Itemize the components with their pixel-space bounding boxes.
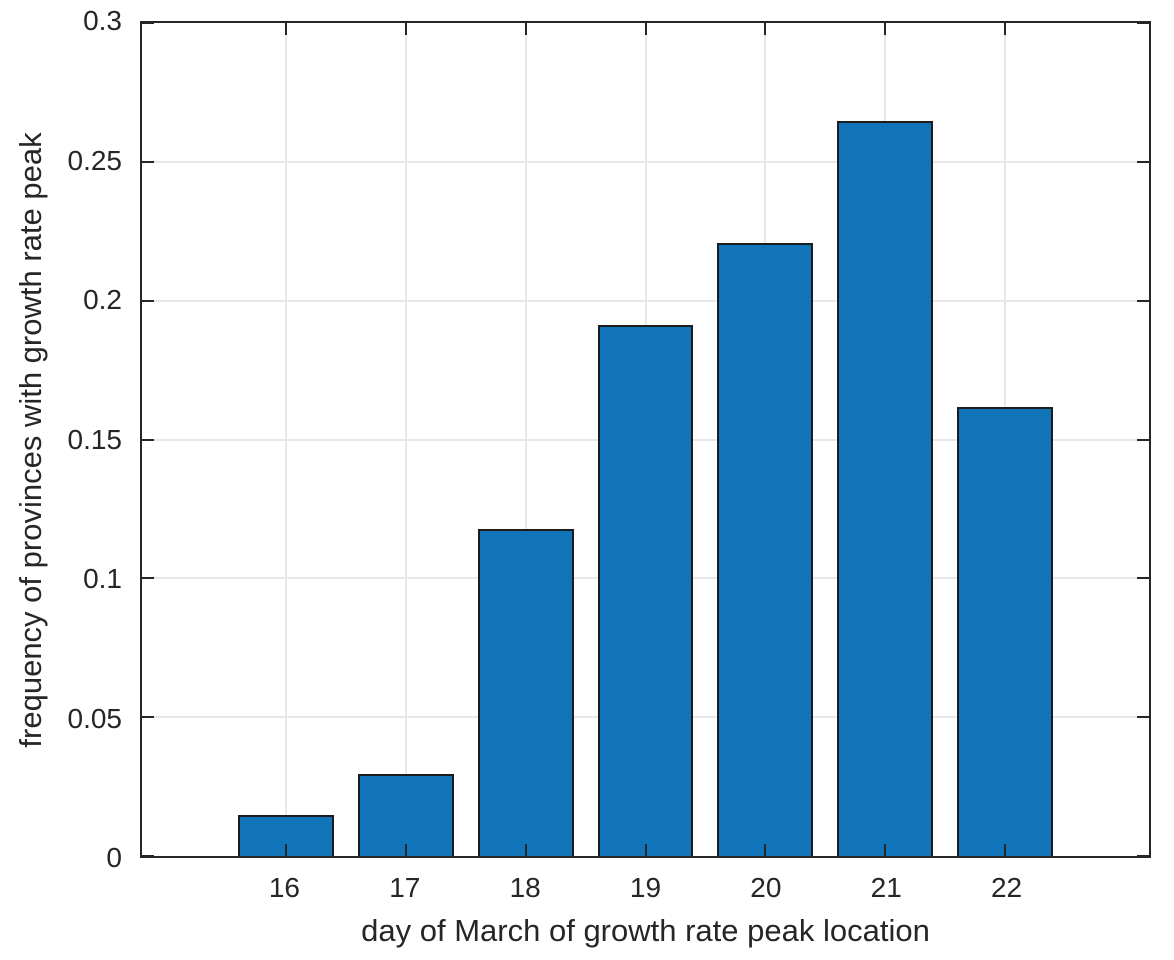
y-axis-tick-left bbox=[142, 299, 154, 302]
x-tick-label: 18 bbox=[509, 872, 541, 903]
grid-line-v bbox=[404, 23, 407, 856]
x-axis-tick-top bbox=[404, 23, 407, 35]
x-axis-tick-bottom bbox=[284, 844, 287, 856]
y-tick-label: 0.15 bbox=[67, 423, 123, 455]
y-tick-label: 0 bbox=[106, 842, 122, 873]
x-tick-label: 20 bbox=[750, 872, 782, 903]
bar-day-18 bbox=[477, 529, 574, 856]
grid-line-v bbox=[524, 23, 527, 856]
y-axis-tick-left bbox=[142, 22, 154, 24]
x-axis-label: day of March of growth rate peak locatio… bbox=[361, 913, 930, 948]
y-tick-label: 0.1 bbox=[83, 563, 122, 594]
y-axis-tick-right bbox=[1137, 160, 1149, 163]
x-axis-tick-top bbox=[644, 23, 647, 35]
x-axis-tick-top bbox=[284, 23, 287, 35]
y-axis-tick-left bbox=[142, 716, 154, 719]
bar-day-19 bbox=[597, 325, 694, 856]
x-axis-tick-top bbox=[524, 23, 527, 35]
bar-day-22 bbox=[957, 406, 1054, 856]
y-tick-label: 0.05 bbox=[67, 702, 123, 734]
x-axis-tick-top bbox=[1004, 23, 1007, 35]
grid-line-v bbox=[284, 23, 287, 856]
y-axis-tick-right bbox=[1137, 577, 1149, 580]
y-axis-tick-right bbox=[1137, 855, 1149, 857]
y-axis-tick-right bbox=[1137, 438, 1149, 441]
x-tick-label: 21 bbox=[870, 872, 902, 903]
y-axis-tick-left bbox=[142, 577, 154, 580]
x-axis-tick-bottom bbox=[764, 844, 767, 856]
y-tick-label: 0.2 bbox=[83, 284, 122, 315]
y-axis-tick-left bbox=[142, 438, 154, 441]
x-axis-tick-top bbox=[884, 23, 887, 35]
y-axis-tick-right bbox=[1137, 22, 1149, 24]
plot-area bbox=[140, 21, 1151, 858]
y-axis-tick-right bbox=[1137, 299, 1149, 302]
bar-day-17 bbox=[357, 774, 454, 856]
bar-day-20 bbox=[717, 243, 814, 856]
y-tick-label: 0.3 bbox=[83, 5, 122, 36]
x-axis-tick-bottom bbox=[884, 844, 887, 856]
x-tick-label: 17 bbox=[389, 872, 421, 903]
x-axis-tick-bottom bbox=[404, 844, 407, 856]
x-tick-label: 22 bbox=[990, 872, 1023, 903]
x-axis-tick-bottom bbox=[1004, 844, 1007, 856]
y-axis-tick-right bbox=[1137, 716, 1149, 719]
y-axis-tick-left bbox=[142, 855, 154, 857]
bar-day-21 bbox=[837, 121, 934, 856]
y-axis-tick-left bbox=[142, 160, 154, 163]
x-axis-tick-top bbox=[764, 23, 767, 35]
x-tick-label: 19 bbox=[629, 872, 662, 903]
x-tick-label: 16 bbox=[268, 872, 300, 903]
x-axis-tick-bottom bbox=[524, 844, 527, 856]
x-axis-tick-bottom bbox=[644, 844, 647, 856]
y-tick-label: 0.25 bbox=[67, 144, 123, 176]
